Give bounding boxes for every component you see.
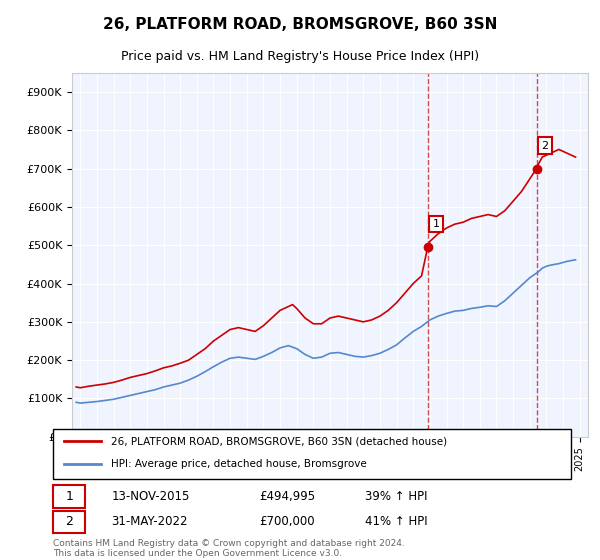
Text: HPI: Average price, detached house, Bromsgrove: HPI: Average price, detached house, Brom… — [112, 459, 367, 469]
Text: 1: 1 — [433, 219, 440, 229]
Text: 2: 2 — [65, 515, 73, 529]
FancyBboxPatch shape — [53, 485, 85, 507]
Text: 31-MAY-2022: 31-MAY-2022 — [112, 515, 188, 529]
Text: 39% ↑ HPI: 39% ↑ HPI — [365, 489, 427, 503]
Text: 41% ↑ HPI: 41% ↑ HPI — [365, 515, 427, 529]
Text: £494,995: £494,995 — [259, 489, 316, 503]
Text: 2: 2 — [541, 141, 548, 151]
Text: Price paid vs. HM Land Registry's House Price Index (HPI): Price paid vs. HM Land Registry's House … — [121, 50, 479, 63]
Text: 26, PLATFORM ROAD, BROMSGROVE, B60 3SN (detached house): 26, PLATFORM ROAD, BROMSGROVE, B60 3SN (… — [112, 436, 448, 446]
FancyBboxPatch shape — [53, 511, 85, 533]
FancyBboxPatch shape — [53, 430, 571, 479]
Text: Contains HM Land Registry data © Crown copyright and database right 2024.
This d: Contains HM Land Registry data © Crown c… — [53, 539, 405, 558]
Text: £700,000: £700,000 — [259, 515, 315, 529]
Text: 26, PLATFORM ROAD, BROMSGROVE, B60 3SN: 26, PLATFORM ROAD, BROMSGROVE, B60 3SN — [103, 17, 497, 32]
Text: 13-NOV-2015: 13-NOV-2015 — [112, 489, 190, 503]
Text: 1: 1 — [65, 489, 73, 503]
